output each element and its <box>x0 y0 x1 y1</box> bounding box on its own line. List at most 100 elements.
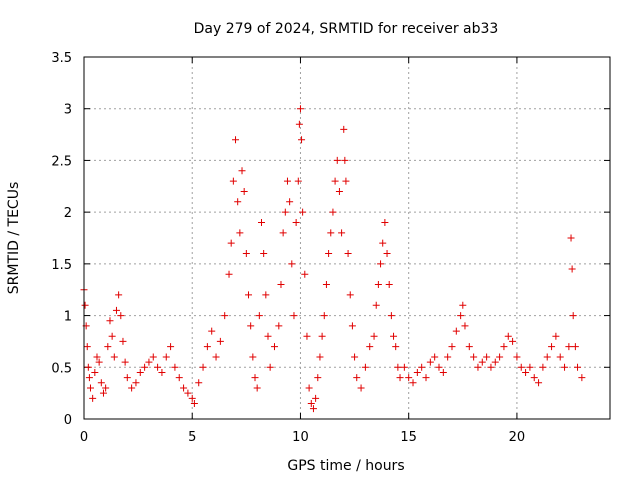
data-point <box>496 353 504 361</box>
data-point <box>357 384 365 392</box>
data-point <box>465 343 473 351</box>
data-point <box>431 353 439 361</box>
data-point <box>227 239 235 247</box>
data-point <box>422 374 430 382</box>
data-point <box>435 363 443 371</box>
data-point <box>257 218 265 226</box>
data-point <box>535 379 543 387</box>
x-axis-label: GPS time / hours <box>287 458 404 474</box>
data-point <box>251 374 259 382</box>
data-point <box>86 384 94 392</box>
data-point <box>444 353 452 361</box>
data-point <box>448 343 456 351</box>
data-point <box>203 343 211 351</box>
data-point <box>89 394 97 402</box>
data-point <box>298 136 306 144</box>
data-point <box>405 374 413 382</box>
data-point <box>295 120 303 128</box>
data-point <box>318 332 326 340</box>
y-axis-label: SRMTID / TECUs <box>6 182 22 295</box>
data-point <box>394 363 402 371</box>
data-point <box>242 250 250 258</box>
data-point <box>400 363 408 371</box>
data-point <box>426 358 434 366</box>
data-point <box>195 379 203 387</box>
data-point <box>119 337 127 345</box>
data-point <box>331 177 339 185</box>
data-point <box>91 368 99 376</box>
data-point <box>548 343 556 351</box>
data-point <box>418 363 426 371</box>
data-point <box>106 317 114 325</box>
data-point <box>188 394 196 402</box>
data-point <box>452 327 460 335</box>
data-point <box>277 281 285 289</box>
data-point <box>102 384 110 392</box>
data-point <box>301 270 309 278</box>
data-point <box>329 208 337 216</box>
data-point <box>238 167 246 175</box>
data-point <box>381 218 389 226</box>
data-point <box>99 389 107 397</box>
data-point <box>128 384 136 392</box>
data-point <box>312 394 320 402</box>
data-point <box>333 156 341 164</box>
data-point <box>383 250 391 258</box>
data-point <box>245 291 253 299</box>
data-point <box>97 379 105 387</box>
data-point <box>84 363 92 371</box>
data-point <box>372 301 380 309</box>
data-point <box>154 363 162 371</box>
data-point <box>322 281 330 289</box>
data-point <box>338 229 346 237</box>
data-point <box>240 187 248 195</box>
data-point <box>292 218 300 226</box>
data-point <box>216 337 224 345</box>
data-point <box>260 250 268 258</box>
data-point <box>478 358 486 366</box>
x-tick-label: 0 <box>80 430 88 445</box>
data-point <box>270 343 278 351</box>
data-point <box>158 368 166 376</box>
data-point <box>225 270 233 278</box>
data-points <box>80 105 586 413</box>
data-point <box>522 368 530 376</box>
data-point <box>470 353 478 361</box>
data-point <box>335 187 343 195</box>
data-point <box>117 312 125 320</box>
data-point <box>377 260 385 268</box>
data-point <box>288 260 296 268</box>
data-point <box>361 363 369 371</box>
data-point <box>175 374 183 382</box>
data-point <box>517 363 525 371</box>
data-point <box>110 353 118 361</box>
data-point <box>314 374 322 382</box>
y-tick-label: 3.5 <box>51 51 72 66</box>
data-point <box>379 239 387 247</box>
chart-title: Day 279 of 2024, SRMTID for receiver ab3… <box>194 21 499 37</box>
data-point <box>305 384 313 392</box>
data-point <box>199 363 207 371</box>
data-point <box>351 353 359 361</box>
data-point <box>396 374 404 382</box>
data-point <box>413 368 421 376</box>
data-point <box>574 363 582 371</box>
data-point <box>171 363 179 371</box>
data-point <box>290 312 298 320</box>
data-point <box>392 343 400 351</box>
data-point <box>180 384 188 392</box>
data-point <box>390 332 398 340</box>
data-point <box>234 198 242 206</box>
data-point <box>327 229 335 237</box>
data-point <box>184 389 192 397</box>
data-point <box>95 358 103 366</box>
x-tick-label: 5 <box>188 430 196 445</box>
data-point <box>483 353 491 361</box>
data-point <box>255 312 263 320</box>
data-point <box>208 327 216 335</box>
data-point <box>526 363 534 371</box>
data-point <box>81 301 89 309</box>
data-point <box>190 399 198 407</box>
data-point <box>366 343 374 351</box>
y-tick-label: 1.5 <box>51 258 72 273</box>
